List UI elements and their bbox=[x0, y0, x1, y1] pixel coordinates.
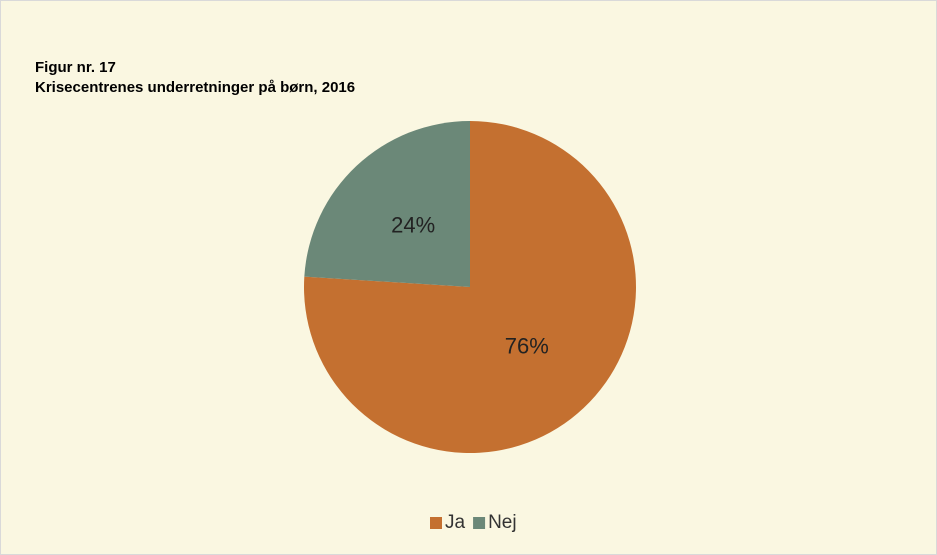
legend-swatch bbox=[473, 517, 486, 529]
pie-slice bbox=[304, 121, 470, 287]
legend-label: Ja bbox=[445, 512, 466, 533]
legend-label: Nej bbox=[488, 512, 517, 533]
pie-slice bbox=[303, 121, 636, 453]
legend-swatch bbox=[430, 517, 442, 529]
data-label: 24% bbox=[391, 212, 435, 237]
chart-title: Figur nr. 17 bbox=[35, 59, 116, 76]
chart-subtitle: Krisecentrenes underretninger på børn, 2… bbox=[35, 79, 355, 96]
data-label: 76% bbox=[505, 333, 549, 358]
